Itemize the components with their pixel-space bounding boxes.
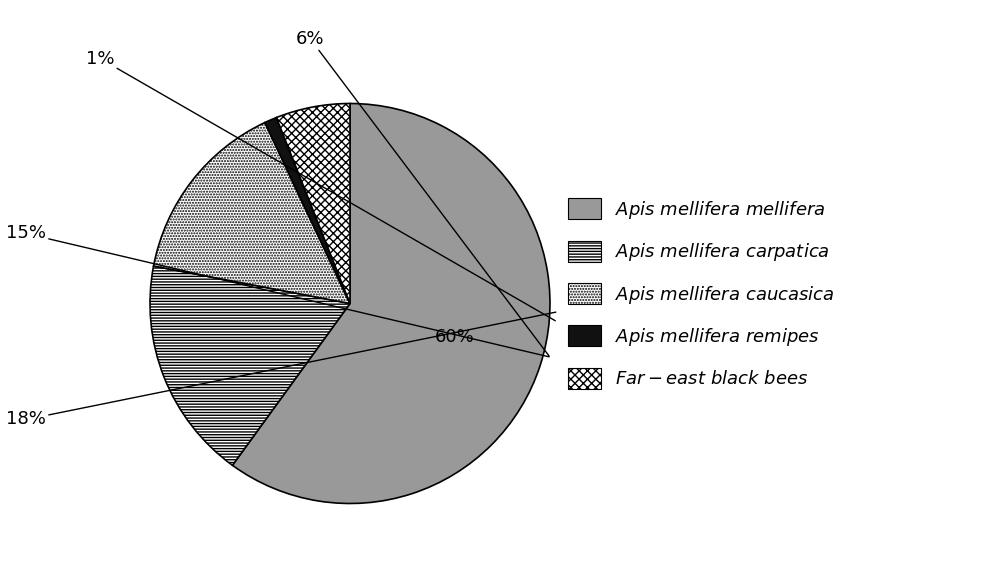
Wedge shape — [232, 103, 550, 504]
Text: 18%: 18% — [6, 312, 556, 429]
Wedge shape — [276, 103, 350, 303]
Text: 6%: 6% — [296, 29, 549, 356]
Text: 60%: 60% — [435, 329, 474, 346]
Text: 15%: 15% — [6, 224, 549, 357]
Legend: $\mathit{Apis\ mellifera\ mellifera}$, $\mathit{Apis\ mellifera\ carpatica}$, $\: $\mathit{Apis\ mellifera\ mellifera}$, $… — [568, 198, 835, 389]
Text: 1%: 1% — [86, 49, 555, 321]
Wedge shape — [265, 117, 350, 303]
Wedge shape — [150, 266, 350, 465]
Wedge shape — [154, 123, 350, 303]
